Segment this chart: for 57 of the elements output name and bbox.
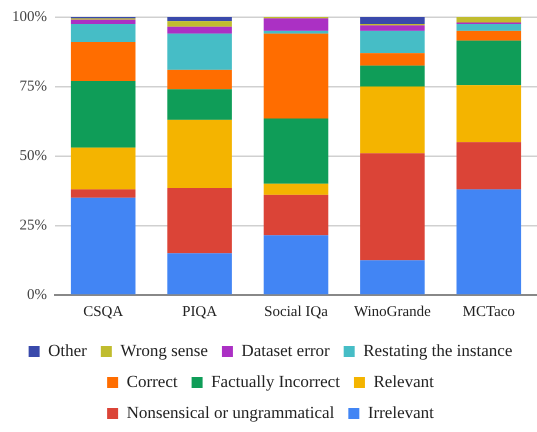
- bar: [167, 120, 232, 188]
- bar: [167, 17, 232, 22]
- bar: [456, 40, 522, 86]
- bar: [360, 86, 425, 154]
- bar: [167, 188, 232, 254]
- legend-label: Correct: [126, 372, 178, 391]
- y-tick-label: 100%: [12, 8, 47, 25]
- legend-label: Restating the instance: [363, 340, 512, 360]
- bar: [360, 30, 425, 54]
- legend-label: Factually Incorrect: [211, 372, 340, 391]
- legend-label: Nonsensical or ungrammatical: [126, 402, 335, 422]
- x-tick-label: Social IQa: [264, 304, 328, 320]
- bar: [360, 260, 425, 294]
- bar: [264, 118, 328, 184]
- legend-label: Wrong sense: [120, 340, 208, 360]
- y-tick-label: 75%: [19, 78, 47, 94]
- bar: [456, 17, 522, 23]
- bar: [264, 30, 328, 34]
- bar: [264, 18, 328, 31]
- bar: [360, 17, 425, 24]
- bar: [70, 42, 136, 81]
- bar: [456, 24, 522, 31]
- bar: [70, 189, 136, 198]
- legend-label: Relevant: [373, 372, 434, 391]
- y-tick-label: 0%: [26, 286, 47, 303]
- bar: [167, 89, 232, 120]
- legend-label: Other: [48, 340, 88, 360]
- bar: [264, 235, 328, 294]
- bar: [167, 253, 232, 294]
- bar: [70, 198, 136, 294]
- bar: [456, 189, 522, 294]
- bar: [167, 21, 232, 27]
- legend-label: Irrelevant: [368, 402, 434, 422]
- bar: [70, 24, 136, 42]
- bar: [456, 142, 522, 190]
- bar: [167, 26, 232, 34]
- bar: [456, 85, 522, 142]
- bar: [70, 80, 136, 148]
- y-tick-label: 25%: [19, 217, 47, 234]
- x-tick-label: PIQA: [182, 304, 218, 320]
- x-tick-label: MCTaco: [462, 304, 515, 320]
- legend-label: Dataset error: [241, 340, 330, 360]
- bar: [264, 34, 328, 118]
- x-tick-label: WinoGrande: [354, 304, 432, 320]
- bar: [360, 153, 425, 260]
- bar: [70, 20, 136, 24]
- bar: [360, 25, 425, 31]
- bar: [167, 34, 232, 70]
- bar: [456, 30, 522, 41]
- y-tick-label: 50%: [19, 148, 47, 164]
- bar: [167, 70, 232, 90]
- bar: [360, 53, 425, 66]
- bar: [360, 66, 425, 86]
- bar: [264, 194, 328, 236]
- bar: [264, 184, 328, 195]
- bar: [70, 148, 136, 190]
- x-tick-label: CSQA: [83, 304, 124, 320]
